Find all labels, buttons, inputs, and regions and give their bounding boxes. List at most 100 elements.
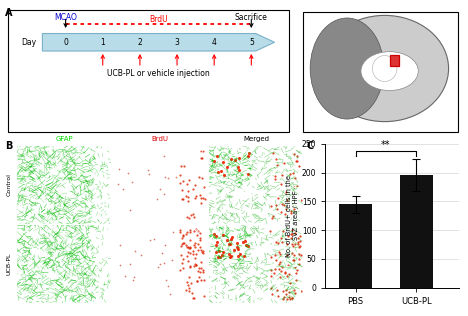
Point bbox=[173, 174, 180, 179]
Point bbox=[235, 156, 243, 161]
Point bbox=[272, 239, 279, 244]
Point bbox=[292, 277, 300, 283]
Point bbox=[196, 236, 203, 241]
Point bbox=[267, 274, 275, 279]
Point bbox=[198, 249, 206, 254]
Text: Merged: Merged bbox=[243, 136, 269, 142]
Point bbox=[283, 296, 291, 301]
Point bbox=[180, 265, 187, 270]
Point bbox=[295, 163, 303, 168]
Point bbox=[211, 231, 218, 236]
Point bbox=[227, 253, 235, 258]
Point bbox=[278, 172, 285, 177]
Text: BrdU: BrdU bbox=[149, 15, 168, 24]
Point bbox=[295, 256, 303, 261]
Text: Day: Day bbox=[22, 38, 37, 47]
Point bbox=[228, 234, 235, 240]
Point bbox=[227, 241, 234, 246]
Point bbox=[166, 292, 174, 297]
Point bbox=[269, 214, 277, 219]
Point bbox=[233, 245, 241, 250]
Point bbox=[129, 278, 136, 283]
Point bbox=[210, 159, 218, 164]
Point bbox=[197, 200, 205, 205]
Point bbox=[194, 269, 202, 274]
Bar bbox=[400, 175, 433, 288]
Point bbox=[215, 248, 222, 253]
Point bbox=[290, 288, 297, 293]
Point bbox=[180, 232, 187, 237]
Point bbox=[297, 288, 305, 293]
Point bbox=[235, 167, 243, 173]
Point bbox=[239, 240, 247, 245]
Point bbox=[199, 149, 207, 154]
Point bbox=[213, 153, 221, 158]
Point bbox=[273, 162, 281, 167]
Point bbox=[199, 267, 206, 272]
Point bbox=[197, 259, 205, 264]
Point bbox=[276, 252, 284, 257]
Point bbox=[276, 266, 283, 271]
Point bbox=[294, 240, 301, 245]
Point bbox=[186, 264, 193, 269]
Point bbox=[225, 251, 232, 256]
Point bbox=[197, 195, 205, 200]
Point bbox=[190, 228, 198, 233]
Point bbox=[285, 263, 292, 268]
Point bbox=[192, 227, 199, 232]
Point bbox=[185, 245, 193, 250]
Point bbox=[289, 228, 296, 233]
Point bbox=[199, 196, 207, 201]
Point bbox=[193, 233, 200, 238]
Point bbox=[274, 294, 281, 299]
Point bbox=[180, 256, 187, 261]
Point bbox=[189, 252, 197, 257]
Point bbox=[126, 207, 134, 212]
Text: 3: 3 bbox=[175, 38, 179, 47]
Point bbox=[242, 243, 250, 248]
Point bbox=[191, 183, 198, 188]
Point bbox=[192, 262, 199, 267]
Point bbox=[296, 239, 304, 244]
Ellipse shape bbox=[310, 18, 384, 119]
Point bbox=[198, 156, 205, 161]
Point bbox=[184, 199, 191, 204]
Point bbox=[268, 216, 275, 221]
Point bbox=[236, 252, 243, 257]
Bar bbox=[268, 266, 300, 301]
Point bbox=[180, 234, 187, 239]
Point bbox=[154, 264, 162, 269]
Text: SVZ: SVZ bbox=[99, 150, 109, 155]
Point bbox=[274, 288, 281, 293]
Point bbox=[196, 265, 203, 270]
Point bbox=[195, 228, 202, 233]
Bar bbox=[339, 204, 372, 288]
Point bbox=[276, 259, 284, 264]
Point bbox=[289, 244, 297, 249]
Point bbox=[181, 164, 188, 169]
Point bbox=[220, 173, 228, 178]
Point bbox=[117, 242, 124, 247]
Point bbox=[284, 241, 291, 246]
Point bbox=[227, 236, 234, 241]
Text: 0: 0 bbox=[63, 38, 68, 47]
Point bbox=[271, 252, 279, 258]
Point bbox=[288, 296, 295, 301]
Point bbox=[280, 161, 287, 166]
Point bbox=[196, 245, 204, 250]
Point bbox=[267, 285, 275, 290]
Point bbox=[186, 250, 194, 255]
Point bbox=[232, 157, 239, 162]
Point bbox=[178, 163, 185, 168]
Point bbox=[278, 239, 286, 244]
Point bbox=[287, 232, 295, 237]
Point bbox=[150, 236, 158, 241]
Point bbox=[187, 245, 194, 250]
Point bbox=[153, 197, 161, 202]
Point bbox=[187, 228, 194, 233]
Point bbox=[196, 230, 204, 235]
Point bbox=[126, 261, 133, 266]
Point bbox=[198, 175, 206, 180]
Point bbox=[291, 264, 299, 269]
Text: 5: 5 bbox=[249, 38, 254, 47]
